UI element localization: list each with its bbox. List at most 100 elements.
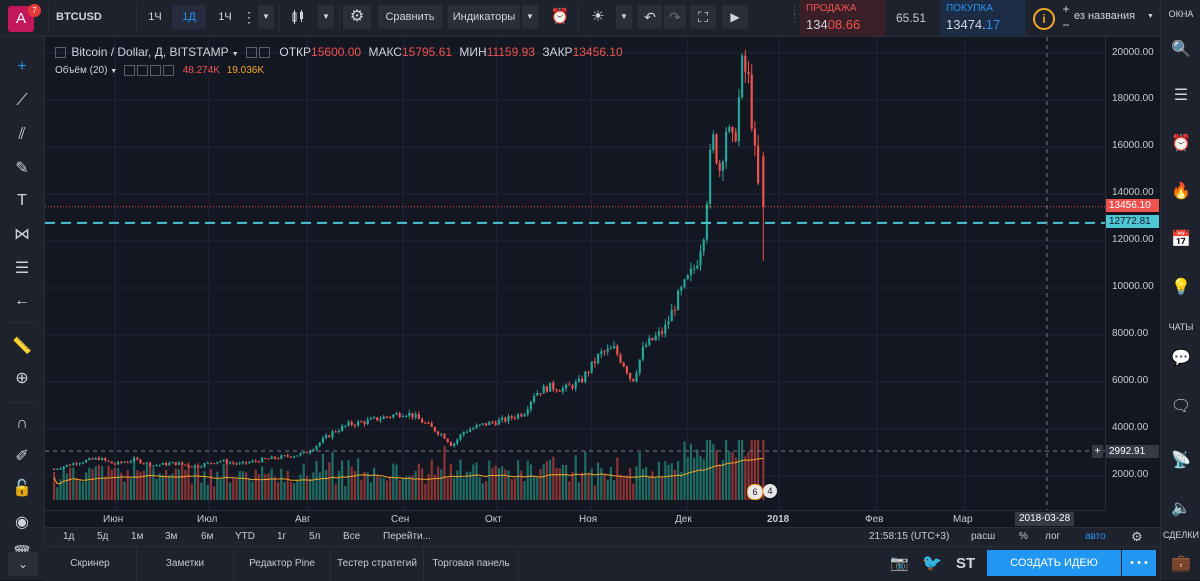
arrow-left-icon[interactable]: ←	[14, 292, 30, 309]
volume-hide-icon[interactable]	[136, 65, 148, 76]
more-options-button[interactable]: • • •	[1122, 550, 1156, 576]
sell-panel[interactable]: ПРОДАЖА 13408.66	[800, 0, 885, 36]
chevron-down-icon[interactable]: ▼	[318, 5, 334, 29]
interval-1d-button[interactable]: 1Д	[172, 5, 206, 29]
interval-1h-button[interactable]: 1Ч	[148, 11, 162, 23]
crosshair-icon[interactable]: +	[17, 58, 27, 75]
volume-add-icon[interactable]	[149, 65, 161, 76]
alert-clock-icon[interactable]: ⏰	[1171, 135, 1191, 152]
chat-icon[interactable]: 💬	[1171, 350, 1191, 367]
undo-icon[interactable]: ↶	[638, 5, 662, 29]
stocktwits-icon[interactable]: ST	[956, 555, 976, 572]
session-toggle[interactable]: расш	[971, 531, 996, 542]
compare-button[interactable]: Сравнить	[378, 5, 442, 29]
gear-icon[interactable]: ⚙	[1131, 529, 1143, 544]
range-1y[interactable]: 1г	[277, 531, 287, 542]
price-chart[interactable]	[45, 37, 1105, 510]
redo-icon[interactable]: ↷	[664, 5, 686, 29]
tab-notes[interactable]: Заметки	[137, 547, 234, 581]
quote-drag-handle[interactable]: ⋮ ⋮	[790, 5, 799, 23]
zoom-plus-button[interactable]: +	[1062, 2, 1070, 16]
search-icon[interactable]: 🔍	[1171, 41, 1191, 58]
range-5d[interactable]: 5д	[97, 531, 109, 542]
range-3m[interactable]: 3м	[165, 531, 178, 542]
volume-bar	[273, 476, 276, 500]
range-1m[interactable]: 1м	[131, 531, 144, 542]
range-6m[interactable]: 6м	[201, 531, 214, 542]
info-icon[interactable]: i	[1033, 8, 1055, 30]
volume-settings-icon[interactable]	[123, 65, 135, 76]
log-toggle[interactable]: лог	[1045, 531, 1061, 542]
range-1d[interactable]: 1д	[63, 531, 75, 542]
buy-panel[interactable]: ПОКУПКА 13474.17	[940, 0, 1026, 36]
chevron-down-icon[interactable]: ▼	[522, 5, 538, 29]
gear-icon[interactable]: ⚙	[343, 5, 371, 29]
chevron-down-icon[interactable]: ▼	[258, 5, 274, 29]
brush-icon[interactable]: ✎	[15, 160, 29, 177]
volume-label[interactable]: Объём (20)	[55, 65, 108, 77]
series-title[interactable]: Bitcoin / Dollar, Д, BITSTAMP	[71, 45, 229, 59]
chevron-down-icon[interactable]: ▼	[231, 51, 239, 58]
auto-toggle[interactable]: авто	[1085, 531, 1106, 542]
eye-icon[interactable]: ◉	[15, 514, 29, 531]
volume-bar	[405, 476, 408, 500]
ruler-icon[interactable]: 📏	[12, 338, 32, 355]
settings-icon[interactable]	[246, 47, 258, 59]
zoom-in-icon[interactable]: ⊕	[15, 370, 29, 387]
tab-strategy-tester[interactable]: Тестер стратегий	[331, 547, 424, 581]
price-axis[interactable]: 20000.00 18000.00 16000.00 14000.00 1200…	[1092, 37, 1161, 510]
camera-icon[interactable]: 📷	[890, 555, 909, 572]
deals-icon[interactable]: 💼	[1171, 555, 1191, 572]
interval-1h-alt-button[interactable]: 1Ч	[218, 11, 232, 23]
chart-pane[interactable]: Bitcoin / Dollar, Д, BITSTAMP ▼ ОТКР1560…	[45, 37, 1105, 510]
lock-pen-icon[interactable]: ✐	[15, 448, 29, 465]
pattern-icon[interactable]: ⋈	[14, 226, 30, 243]
range-ytd[interactable]: YTD	[235, 531, 255, 542]
range-all[interactable]: Все	[343, 531, 361, 542]
magnet-icon[interactable]: ∩	[16, 415, 28, 432]
trend-line-icon[interactable]: ⟋	[16, 92, 28, 109]
chevron-down-icon[interactable]: ▼	[110, 68, 118, 76]
text-icon[interactable]: T	[17, 192, 27, 209]
tab-pine-editor[interactable]: Редактор Pine	[234, 547, 331, 581]
speaker-icon[interactable]: 🔈	[1171, 500, 1191, 517]
stream-icon[interactable]: 📡	[1171, 452, 1191, 469]
volume-remove-icon[interactable]	[162, 65, 174, 76]
twitter-icon[interactable]: 🐦	[922, 555, 942, 572]
watchlist-icon[interactable]: ☰	[1173, 87, 1189, 104]
event-badge-a[interactable]: 6	[747, 484, 763, 500]
range-5y[interactable]: 5л	[309, 531, 321, 542]
candle-body	[286, 455, 289, 457]
add-alert-plus-icon[interactable]: +	[1092, 445, 1103, 458]
layout-name-button[interactable]: ез названия	[1074, 10, 1136, 22]
collapse-panel-icon[interactable]: ⌄	[8, 552, 38, 576]
measure-icon[interactable]: ☰	[14, 260, 30, 277]
chevron-down-icon[interactable]: ▼	[616, 5, 632, 29]
time-axis[interactable]: Июн Июл Авг Сен Окт Ноя Дек 2018 Фев Мар…	[45, 510, 1105, 528]
play-icon[interactable]: ▶	[722, 5, 748, 29]
chevron-down-icon[interactable]: ▼	[1147, 13, 1154, 20]
collapse-icon[interactable]	[55, 47, 66, 59]
goto-date[interactable]: Перейти...	[383, 531, 431, 542]
alert-icon[interactable]: ⏰	[550, 8, 570, 25]
lock-icon[interactable]: 🔓	[12, 480, 32, 497]
percent-toggle[interactable]: %	[1019, 531, 1028, 542]
hotlist-fire-icon[interactable]: 🔥	[1171, 183, 1191, 200]
indicators-button[interactable]: Индикаторы	[448, 5, 520, 29]
tab-trading-panel[interactable]: Торговая панель	[424, 547, 519, 581]
more-vertical-icon[interactable]: ⋮	[242, 9, 256, 25]
candles-icon[interactable]	[286, 5, 310, 29]
bulb-icon[interactable]: ☀	[591, 8, 605, 25]
tab-screener[interactable]: Скринер	[44, 547, 137, 581]
clock-time[interactable]: 21:58:15 (UTC+3)	[869, 531, 950, 542]
zoom-minus-button[interactable]: −	[1062, 18, 1070, 32]
private-chat-icon[interactable]: 🗨	[1170, 398, 1192, 415]
ideas-bulb-icon[interactable]: 💡	[1171, 279, 1191, 296]
symbol-search[interactable]: BTCUSD	[56, 11, 102, 23]
event-badge-b[interactable]: 4	[763, 484, 777, 498]
calendar-icon[interactable]: 📅	[1171, 231, 1191, 248]
hide-icon[interactable]	[259, 47, 271, 59]
fullscreen-icon[interactable]: ⛶	[690, 5, 716, 29]
fib-icon[interactable]: ⫽	[18, 126, 26, 143]
publish-idea-button[interactable]: СОЗДАТЬ ИДЕЮ	[987, 550, 1121, 576]
